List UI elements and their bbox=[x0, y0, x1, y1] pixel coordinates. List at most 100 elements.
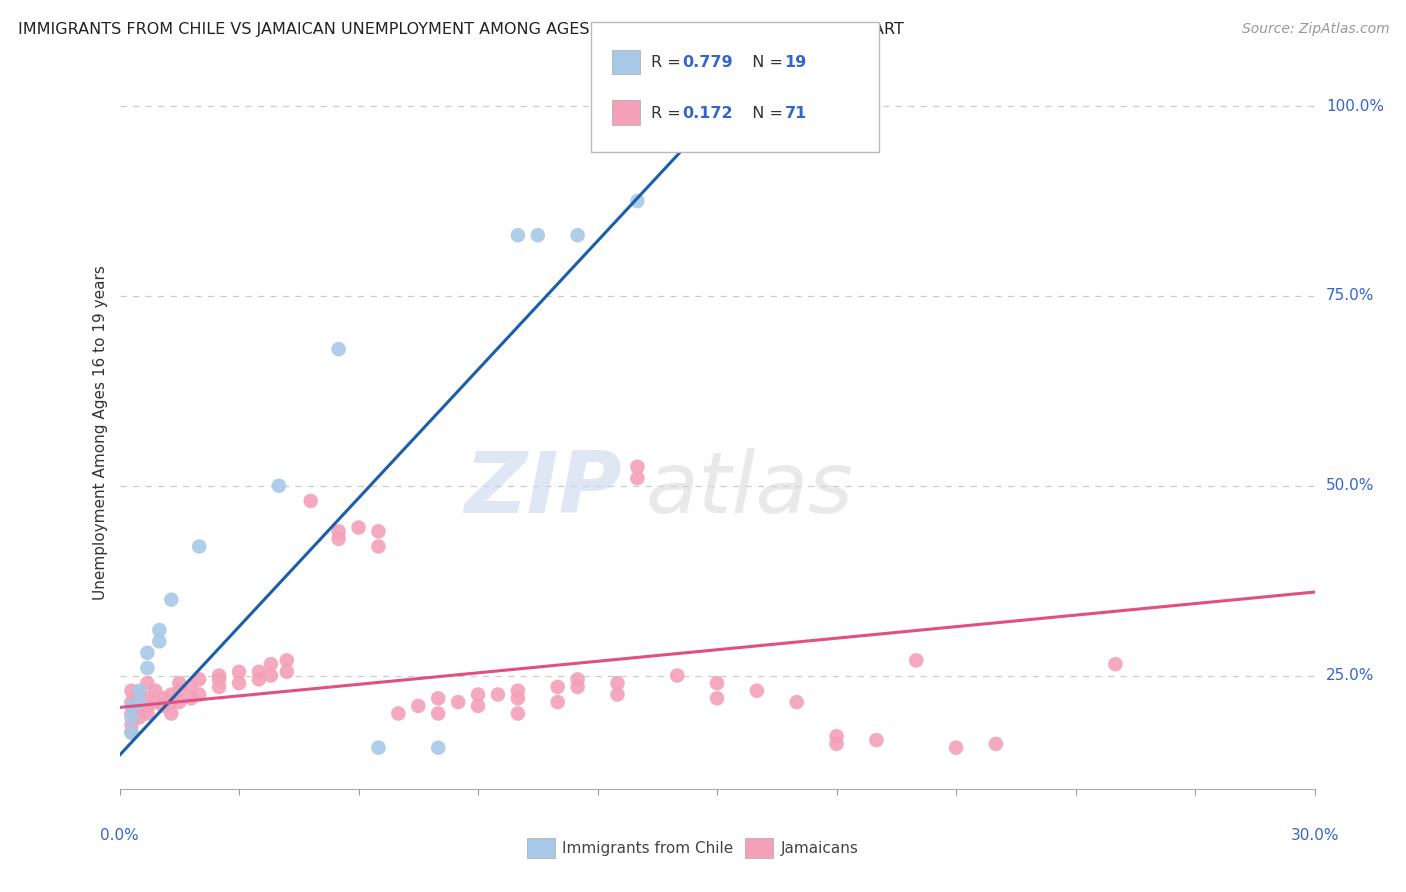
Point bbox=[506, 691, 529, 706]
Point bbox=[160, 592, 183, 607]
Text: Source: ZipAtlas.com: Source: ZipAtlas.com bbox=[1241, 22, 1389, 37]
Text: N =: N = bbox=[742, 106, 789, 121]
Text: 19: 19 bbox=[785, 55, 807, 70]
Point bbox=[121, 725, 143, 739]
Point bbox=[706, 691, 728, 706]
Point bbox=[208, 673, 231, 687]
Point bbox=[145, 683, 166, 698]
Point bbox=[208, 668, 231, 682]
Point bbox=[160, 695, 183, 709]
Point bbox=[427, 691, 450, 706]
Point bbox=[825, 729, 848, 743]
Point bbox=[1104, 657, 1126, 672]
Point bbox=[567, 680, 589, 694]
Point bbox=[706, 676, 728, 690]
Point bbox=[121, 698, 143, 713]
Text: Immigrants from Chile: Immigrants from Chile bbox=[562, 841, 734, 855]
Point bbox=[328, 532, 350, 546]
Point bbox=[136, 698, 159, 713]
Point bbox=[745, 683, 768, 698]
Point bbox=[506, 228, 529, 243]
Point bbox=[666, 668, 689, 682]
Point bbox=[945, 740, 967, 755]
Point bbox=[427, 740, 450, 755]
Point bbox=[121, 683, 143, 698]
Point bbox=[367, 540, 389, 554]
Point bbox=[547, 695, 569, 709]
Text: Jamaicans: Jamaicans bbox=[780, 841, 858, 855]
Point bbox=[825, 737, 848, 751]
Text: N =: N = bbox=[742, 55, 789, 70]
Point bbox=[136, 646, 159, 660]
Text: atlas: atlas bbox=[645, 448, 853, 532]
Text: 0.0%: 0.0% bbox=[100, 828, 139, 843]
Point bbox=[121, 725, 143, 739]
Point bbox=[128, 695, 150, 709]
Point bbox=[299, 494, 322, 508]
Text: 50.0%: 50.0% bbox=[1326, 478, 1374, 493]
Point bbox=[626, 471, 648, 485]
Point bbox=[328, 524, 350, 539]
Point bbox=[447, 695, 470, 709]
Point bbox=[121, 710, 143, 724]
Point bbox=[367, 740, 389, 755]
Point bbox=[247, 665, 270, 679]
Point bbox=[506, 683, 529, 698]
Point bbox=[145, 695, 166, 709]
Point bbox=[152, 698, 174, 713]
Point bbox=[188, 540, 211, 554]
Point bbox=[547, 680, 569, 694]
Text: ZIP: ZIP bbox=[464, 448, 621, 532]
Point bbox=[606, 688, 628, 702]
Point bbox=[188, 688, 211, 702]
Point bbox=[136, 706, 159, 721]
Point bbox=[128, 683, 150, 698]
Point bbox=[865, 733, 887, 747]
Point bbox=[527, 228, 550, 243]
Text: 0.779: 0.779 bbox=[682, 55, 733, 70]
Point bbox=[267, 479, 290, 493]
Point bbox=[148, 634, 170, 648]
Point bbox=[506, 706, 529, 721]
Point bbox=[408, 698, 430, 713]
Point bbox=[347, 520, 370, 534]
Text: 100.0%: 100.0% bbox=[1326, 99, 1384, 113]
Point bbox=[128, 688, 150, 702]
Point bbox=[160, 688, 183, 702]
Point bbox=[136, 661, 159, 675]
Point bbox=[626, 459, 648, 474]
Point bbox=[128, 695, 150, 709]
Point bbox=[148, 623, 170, 637]
Point bbox=[228, 676, 250, 690]
Point bbox=[136, 691, 159, 706]
Point bbox=[260, 668, 283, 682]
Text: R =: R = bbox=[651, 106, 686, 121]
Point bbox=[367, 524, 389, 539]
Point bbox=[121, 718, 143, 732]
Point bbox=[567, 228, 589, 243]
Point bbox=[606, 676, 628, 690]
Text: 71: 71 bbox=[785, 106, 807, 121]
Point bbox=[387, 706, 409, 721]
Text: 0.172: 0.172 bbox=[682, 106, 733, 121]
Point bbox=[567, 673, 589, 687]
Point bbox=[208, 680, 231, 694]
Point bbox=[136, 676, 159, 690]
Text: 25.0%: 25.0% bbox=[1326, 668, 1374, 683]
Point bbox=[276, 665, 298, 679]
Point bbox=[328, 342, 350, 356]
Point bbox=[180, 680, 202, 694]
Point bbox=[128, 710, 150, 724]
Point bbox=[121, 706, 143, 721]
Point bbox=[467, 688, 489, 702]
Point bbox=[276, 653, 298, 667]
Point bbox=[169, 683, 191, 698]
Point bbox=[626, 194, 648, 208]
Point bbox=[247, 673, 270, 687]
Point bbox=[984, 737, 1007, 751]
Text: 30.0%: 30.0% bbox=[1291, 828, 1339, 843]
Point bbox=[128, 703, 150, 717]
Point bbox=[180, 691, 202, 706]
Point bbox=[786, 695, 808, 709]
Text: 75.0%: 75.0% bbox=[1326, 288, 1374, 303]
